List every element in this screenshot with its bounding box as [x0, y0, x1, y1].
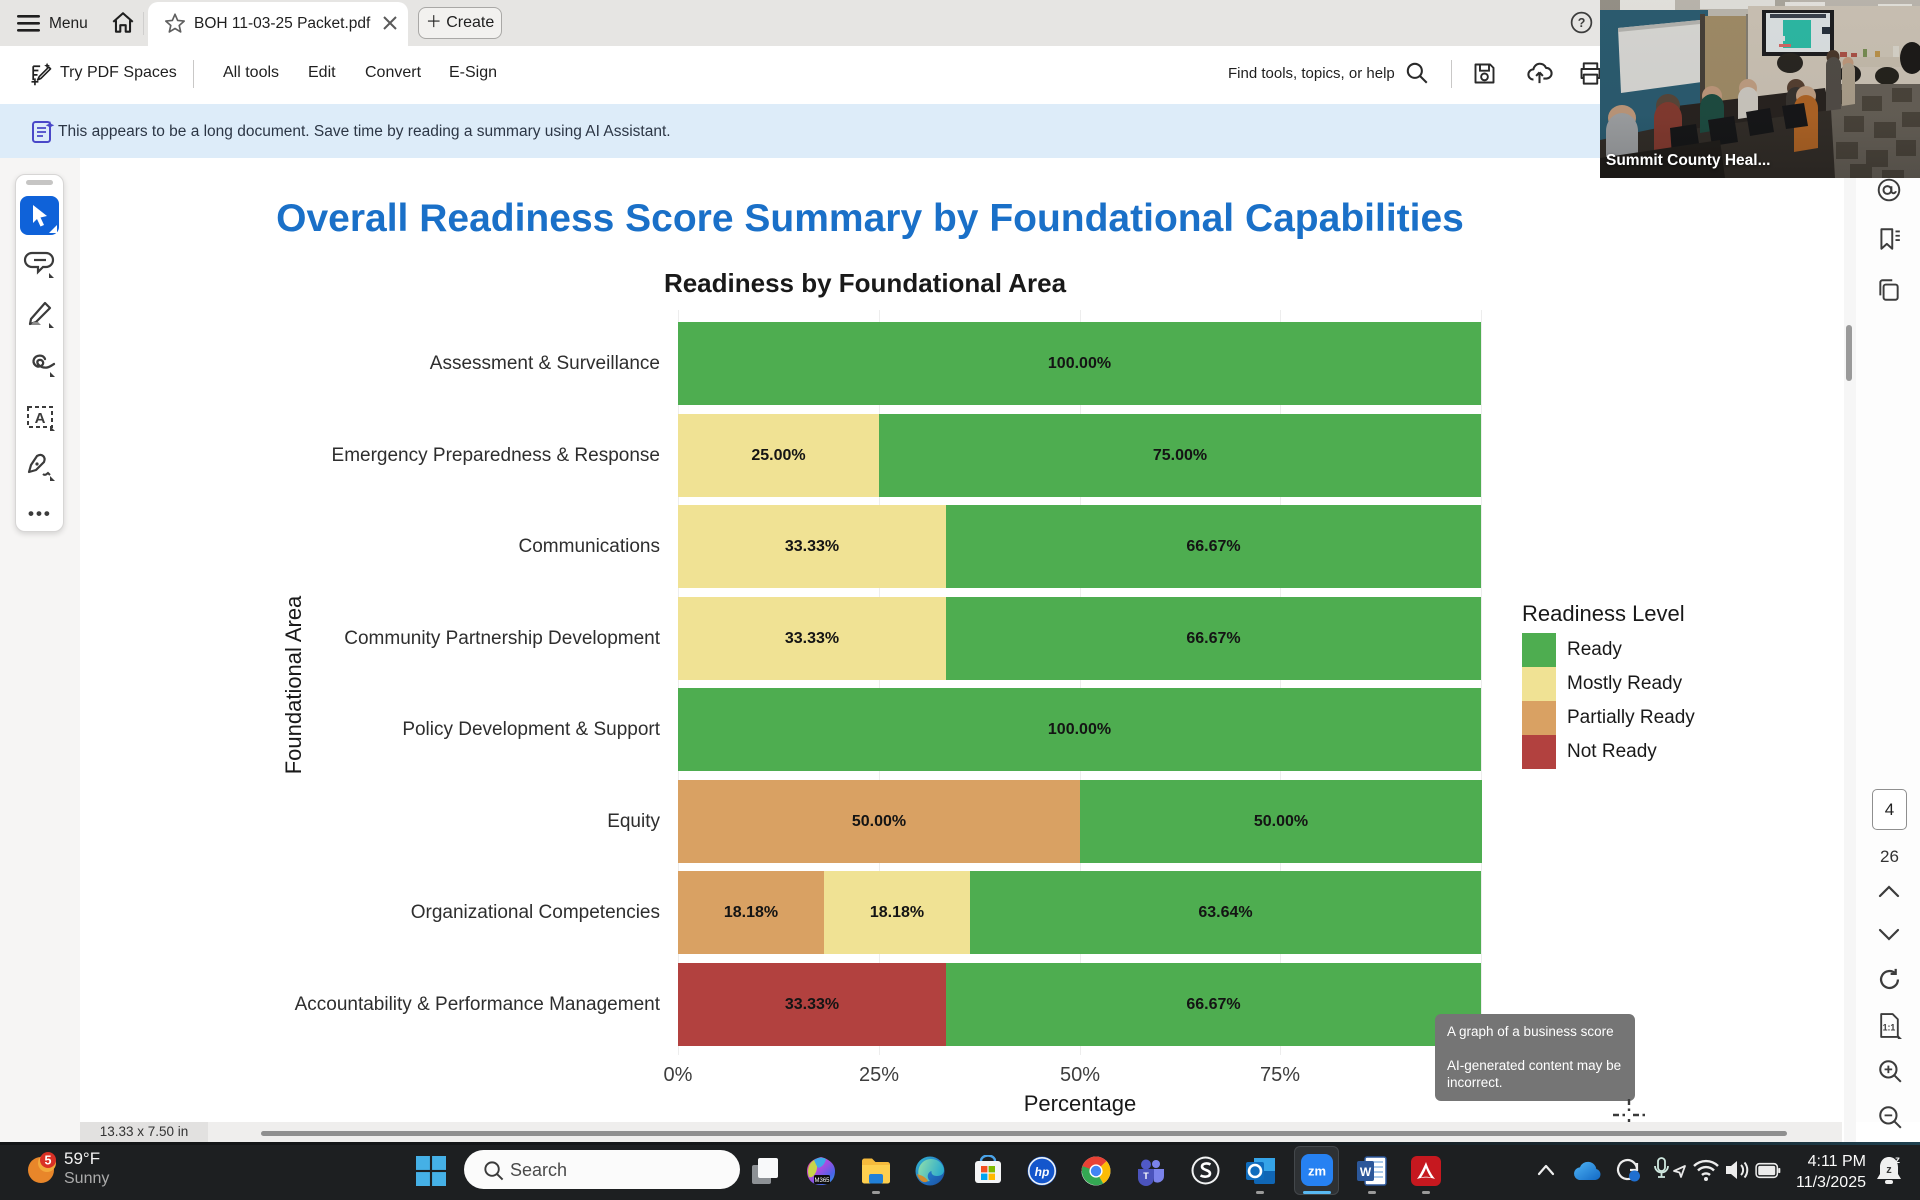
svg-text:M365: M365 — [814, 1178, 830, 1184]
svg-text:A: A — [35, 410, 46, 427]
svg-text:W: W — [1360, 1165, 1372, 1179]
svg-text:1:1: 1:1 — [1883, 1023, 1896, 1033]
svg-text:hp: hp — [1035, 1165, 1050, 1179]
svg-text:zm: zm — [1308, 1164, 1326, 1179]
svg-text:z: z — [1886, 1164, 1892, 1176]
svg-text:T: T — [1143, 1171, 1149, 1181]
svg-text:z: z — [1895, 1155, 1900, 1166]
svg-text:?: ? — [1578, 16, 1586, 30]
svg-text:5: 5 — [45, 1154, 52, 1168]
